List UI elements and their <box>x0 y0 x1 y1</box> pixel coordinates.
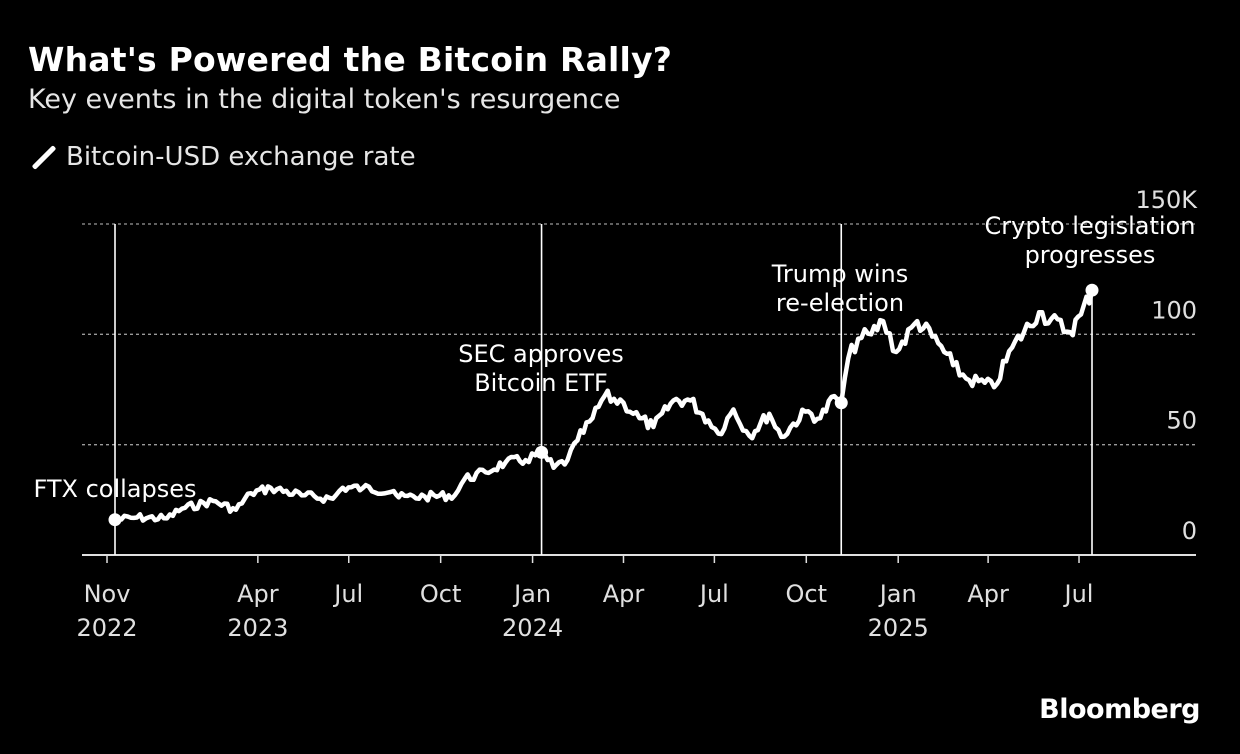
x-tick-year-label: 2024 <box>502 614 563 642</box>
event-dot <box>834 396 848 410</box>
x-tick-label: Apr <box>967 580 1009 608</box>
event-label: re-election <box>776 289 904 317</box>
event-label: progresses <box>1025 241 1156 269</box>
bloomberg-logo: Bloomberg <box>1039 694 1200 725</box>
event-dot <box>1085 283 1099 297</box>
x-tick-year-label: 2022 <box>76 614 137 642</box>
x-tick-label: Apr <box>237 580 279 608</box>
x-tick-label: Apr <box>603 580 645 608</box>
y-tick-label: 50 <box>1166 407 1197 435</box>
x-tick-label: Jul <box>698 580 729 608</box>
x-tick-label: Oct <box>786 580 828 608</box>
x-tick-year-label: 2025 <box>868 614 929 642</box>
x-tick-label: Jul <box>332 580 363 608</box>
event-label: Trump wins <box>771 260 908 288</box>
y-tick-label: 0 <box>1182 517 1197 545</box>
chart-title: What's Powered the Bitcoin Rally? <box>28 40 673 79</box>
x-tick-year-label: 2023 <box>227 614 288 642</box>
x-tick-label: Jan <box>512 580 551 608</box>
event-label: Crypto legislation <box>985 212 1196 240</box>
series-line-bitcoin <box>112 287 1095 523</box>
chart-subtitle: Key events in the digital token's resurg… <box>28 84 621 115</box>
legend-label: Bitcoin-USD exchange rate <box>66 142 416 172</box>
x-tick-label: Jan <box>878 580 917 608</box>
event-label: FTX collapses <box>33 475 196 503</box>
event-label: Bitcoin ETF <box>474 369 608 397</box>
x-tick-label: Jul <box>1063 580 1094 608</box>
y-tick-label: 100 <box>1151 296 1197 324</box>
event-dot <box>535 445 549 459</box>
x-tick-label: Nov <box>84 580 131 608</box>
event-dot <box>108 513 122 527</box>
y-tick-label: 150K <box>1135 186 1198 214</box>
x-tick-label: Oct <box>420 580 462 608</box>
event-label: SEC approves <box>458 340 623 368</box>
chart-legend: Bitcoin-USD exchange rate <box>28 142 416 172</box>
